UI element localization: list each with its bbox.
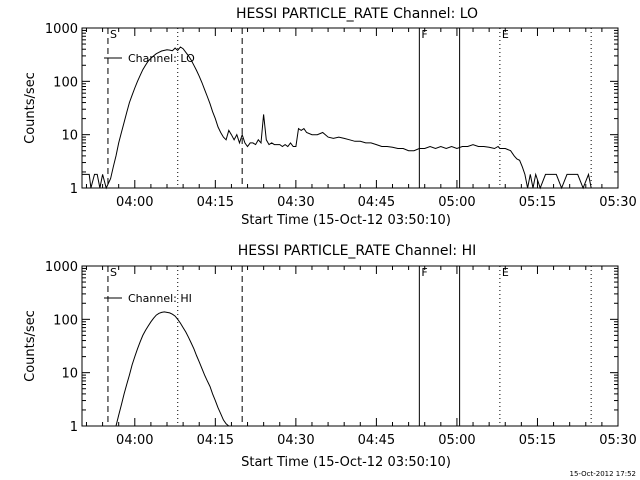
- panel-hi-y-label: Counts/sec: [23, 310, 38, 382]
- footer-timestamp: 15-Oct-2012 17:52: [570, 470, 636, 478]
- x-tick-label: 04:00: [116, 433, 153, 448]
- marker-label: E: [502, 28, 509, 41]
- panel-hi-legend-label: Channel: HI: [128, 292, 192, 305]
- panel-lo-plot-area: [81, 27, 619, 189]
- marker-label: F: [421, 28, 427, 41]
- x-tick-label: 04:45: [358, 195, 395, 210]
- panel-lo-x-axis: 04:00 04:15 04:30 04:45 05:00 05:15 05:30: [85, 28, 637, 210]
- marker-label: F: [421, 266, 427, 279]
- panel-hi-title: HESSI PARTICLE_RATE Channel: HI: [238, 243, 476, 259]
- y-tick-label: 10: [61, 129, 78, 144]
- x-tick-label: 05:15: [519, 195, 556, 210]
- x-tick-label: 04:30: [277, 195, 314, 210]
- panel-lo-series-line: [82, 46, 592, 190]
- x-tick-label: 04:15: [197, 195, 234, 210]
- panel-hi-series-line: [115, 311, 230, 427]
- x-tick-label: 05:15: [519, 433, 556, 448]
- marker-label: S: [110, 28, 117, 41]
- marker-label: E: [502, 266, 509, 279]
- y-tick-label: 100: [53, 75, 78, 90]
- panel-lo-title: HESSI PARTICLE_RATE Channel: LO: [236, 6, 478, 22]
- y-tick-label: 1000: [45, 22, 78, 37]
- y-tick-label: 1000: [45, 260, 78, 275]
- marker-label: S: [110, 266, 117, 279]
- panel-hi-x-axis: 04:00 04:15 04:30 04:45 05:00 05:15 05:30: [85, 266, 637, 448]
- y-tick-label: 10: [61, 367, 78, 382]
- x-tick-label: 04:00: [116, 195, 153, 210]
- y-tick-label: 1: [70, 182, 78, 197]
- y-tick-label: 1: [70, 420, 78, 435]
- panel-lo-x-label: Start Time (15-Oct-12 03:50:10): [241, 213, 451, 228]
- panel-lo-legend-label: Channel: LO: [128, 52, 195, 65]
- x-tick-label: 04:45: [358, 433, 395, 448]
- x-tick-label: 05:30: [599, 433, 636, 448]
- panel-lo-y-axis: 1 10 100 1000: [45, 22, 618, 197]
- y-tick-label: 100: [53, 313, 78, 328]
- x-tick-label: 05:30: [599, 195, 636, 210]
- panel-lo: HESSI PARTICLE_RATE Channel: LO 1 10 100 10…: [23, 6, 637, 228]
- panel-hi-y-axis: 1 10 100 1000: [45, 260, 618, 435]
- x-tick-label: 05:00: [438, 433, 475, 448]
- x-tick-label: 05:00: [438, 195, 475, 210]
- panel-lo-y-label: Counts/sec: [23, 72, 38, 144]
- panel-hi-x-label: Start Time (15-Oct-12 03:50:10): [241, 455, 451, 470]
- x-tick-label: 04:30: [277, 433, 314, 448]
- panel-hi-plot-area: [81, 265, 619, 427]
- panel-hi: HESSI PARTICLE_RATE Channel: HI 1 10 100 10…: [23, 243, 637, 470]
- x-tick-label: 04:15: [197, 433, 234, 448]
